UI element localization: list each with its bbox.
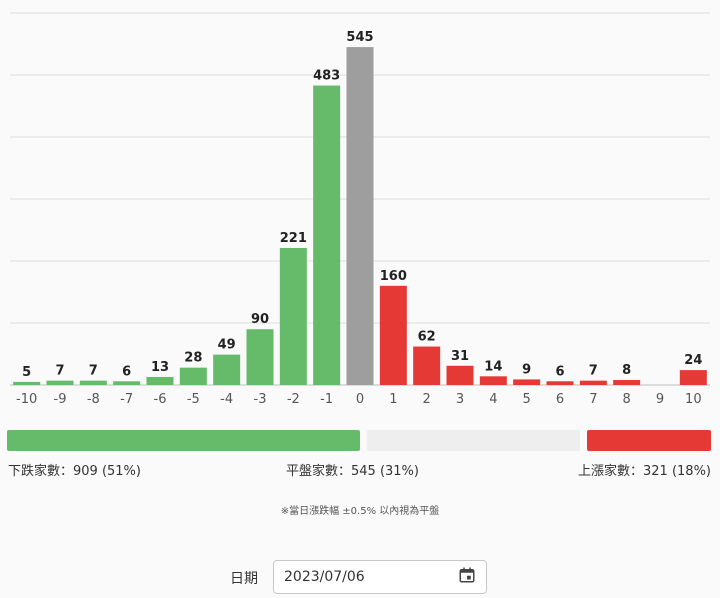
- data-label-10: 24: [684, 353, 702, 368]
- x-tick-label: -5: [187, 392, 200, 407]
- x-tick-label: -10: [16, 392, 37, 407]
- bar-1[interactable]: [379, 285, 407, 385]
- data-label--2: 221: [280, 231, 307, 246]
- up-ratio-bar: [587, 430, 711, 451]
- bar--6[interactable]: [146, 376, 174, 385]
- bar--7[interactable]: [113, 381, 141, 385]
- x-tick-label: 8: [623, 392, 631, 407]
- data-label-6: 6: [555, 364, 564, 379]
- calendar-icon[interactable]: [458, 566, 476, 588]
- x-tick-label: -7: [120, 392, 133, 407]
- data-label--1: 483: [313, 69, 340, 84]
- up-count-text: 上漲家數：321 (18%): [578, 464, 711, 479]
- x-tick-label: -3: [254, 392, 267, 407]
- x-tick-label: 2: [423, 392, 431, 407]
- bar-6[interactable]: [546, 381, 574, 385]
- bar-7[interactable]: [579, 380, 607, 385]
- bar-10[interactable]: [679, 370, 707, 385]
- bar-4[interactable]: [479, 376, 507, 385]
- flat-count-text: 平盤家數：545 (31%): [286, 464, 419, 479]
- data-label--6: 13: [151, 360, 169, 375]
- bar--4[interactable]: [213, 354, 241, 385]
- x-tick-label: -1: [320, 392, 333, 407]
- x-tick-label: 9: [656, 392, 664, 407]
- data-label--7: 6: [122, 364, 131, 379]
- data-label--3: 90: [251, 312, 269, 327]
- data-label-1: 160: [380, 269, 407, 284]
- data-label--9: 7: [55, 364, 64, 379]
- x-tick-label: 1: [389, 392, 397, 407]
- bar--5[interactable]: [179, 367, 207, 385]
- data-label--5: 28: [184, 351, 202, 366]
- bar-5[interactable]: [513, 379, 541, 385]
- data-label-8: 8: [622, 363, 631, 378]
- bar--8[interactable]: [79, 380, 107, 385]
- bar-3[interactable]: [446, 365, 474, 385]
- x-tick-label: -4: [220, 392, 233, 407]
- data-label-5: 9: [522, 362, 531, 377]
- bar--1[interactable]: [313, 85, 341, 385]
- x-tick-label: -9: [54, 392, 67, 407]
- down-ratio-bar: [7, 430, 360, 451]
- x-tick-label: -6: [154, 392, 167, 407]
- x-tick-label: 6: [556, 392, 564, 407]
- distribution-chart: 5-107-97-86-713-628-549-490-3221-2483-15…: [10, 12, 710, 407]
- flat-ratio-bar: [367, 430, 580, 451]
- date-value: 2023/07/06: [284, 569, 365, 585]
- x-tick-label: 5: [523, 392, 531, 407]
- x-tick-label: -2: [287, 392, 300, 407]
- bar--10[interactable]: [13, 381, 41, 385]
- data-label-4: 14: [484, 359, 502, 374]
- data-label--8: 7: [89, 364, 98, 379]
- bar--2[interactable]: [279, 247, 307, 385]
- down-count-text: 下跌家數：909 (51%): [8, 464, 141, 479]
- flat-definition-note: ※當日漲跌幅 ±0.5% 以內視為平盤: [280, 506, 440, 517]
- bar--9[interactable]: [46, 380, 74, 385]
- date-input[interactable]: 2023/07/06: [273, 560, 487, 594]
- data-label-3: 31: [451, 349, 469, 364]
- data-label-7: 7: [589, 364, 598, 379]
- bar-2[interactable]: [413, 346, 441, 385]
- data-label--4: 49: [218, 338, 236, 353]
- x-tick-label: 10: [685, 392, 702, 407]
- bar-0[interactable]: [346, 47, 374, 385]
- data-label-0: 545: [346, 30, 373, 45]
- x-tick-label: 3: [456, 392, 464, 407]
- bar--3[interactable]: [246, 329, 274, 385]
- x-tick-label: 7: [589, 392, 597, 407]
- x-tick-label: -8: [87, 392, 100, 407]
- data-label-2: 62: [418, 330, 436, 345]
- x-tick-label: 4: [489, 392, 497, 407]
- x-tick-label: 0: [356, 392, 364, 407]
- date-label: 日期: [230, 571, 258, 587]
- bar-8[interactable]: [613, 380, 641, 385]
- data-label--10: 5: [22, 365, 31, 380]
